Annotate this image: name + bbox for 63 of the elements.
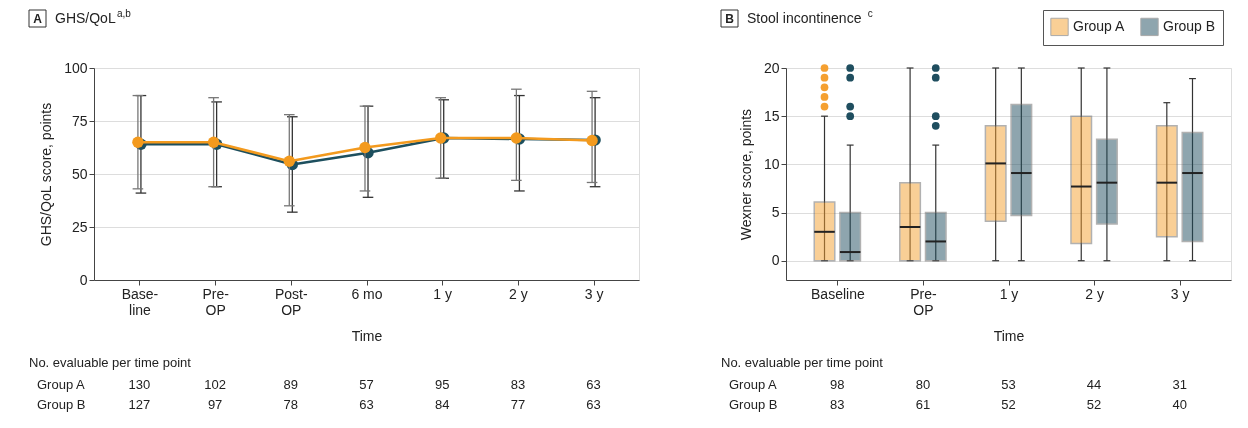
x-axis-title: Time	[351, 327, 383, 344]
y-tick-label: 20	[763, 59, 780, 76]
y-axis-title: Wexner score, points	[737, 108, 754, 241]
point	[283, 155, 295, 167]
text: 63	[586, 397, 601, 412]
text: 97	[207, 397, 223, 412]
x-tick-label: 3 y	[584, 285, 604, 302]
text: 61	[915, 397, 931, 412]
text: 83	[510, 377, 526, 392]
point	[434, 132, 447, 144]
text: A	[33, 11, 43, 26]
x-tick-label: 6 mo	[351, 285, 383, 302]
legend-label: Group A	[1073, 17, 1126, 34]
text: 63	[359, 397, 374, 412]
y-tick-label: 50	[71, 165, 88, 182]
y-tick-label: 75	[71, 112, 88, 129]
text: B	[725, 11, 735, 26]
text: 63	[586, 377, 601, 392]
text: Group B	[37, 397, 86, 412]
text: 77	[510, 397, 526, 412]
text: Group A	[37, 377, 86, 392]
text: Group A	[729, 377, 778, 392]
x-tick-label: Base- line	[121, 285, 159, 318]
x-tick-label: 2 y	[1085, 285, 1104, 302]
text: 57	[359, 377, 374, 392]
text: 84	[434, 397, 450, 412]
text: 83	[830, 397, 845, 412]
y-tick-label: 25	[71, 218, 88, 235]
x-axis-title: Time	[993, 327, 1025, 344]
y-tick-label: 100	[64, 59, 88, 76]
x-tick-label: Baseline	[810, 285, 865, 302]
text: No. evaluable per time point	[29, 355, 192, 370]
y-tick-label: 15	[763, 107, 780, 124]
text: No. evaluable per time point	[721, 355, 884, 370]
x-tick-label: Pre- OP	[202, 285, 230, 318]
text: 44	[1086, 377, 1102, 392]
text: 130	[128, 377, 151, 392]
y-axis-title: GHS/QoL score, points	[38, 102, 55, 247]
text: Group B	[729, 397, 778, 412]
text: 102	[204, 377, 226, 392]
x-tick-label: 1 y	[433, 285, 453, 302]
x-tick-label: 3 y	[1170, 285, 1190, 302]
text: 31	[1172, 377, 1187, 392]
point	[359, 141, 371, 154]
text: 52	[1086, 397, 1102, 412]
x-tick-label: Post- OP	[274, 285, 308, 318]
text: 127	[128, 397, 151, 412]
y-tick-label: 0	[771, 252, 780, 269]
text: 80	[915, 377, 931, 392]
y-tick-label: 10	[763, 155, 780, 172]
text: 89	[283, 377, 299, 392]
text: 52	[1001, 397, 1016, 412]
legend-label: Group B	[1163, 17, 1216, 34]
text: 95	[434, 377, 450, 392]
text: 40	[1172, 397, 1187, 412]
y-tick-label: 5	[771, 204, 780, 221]
x-tick-label: Pre- OP	[910, 285, 937, 318]
y-tick-label: 0	[79, 271, 88, 288]
text: 78	[283, 397, 299, 412]
text: 98	[830, 377, 845, 392]
x-tick-label: 2 y	[509, 285, 528, 302]
x-tick-label: 1 y	[999, 285, 1019, 302]
text: 53	[1001, 377, 1016, 392]
